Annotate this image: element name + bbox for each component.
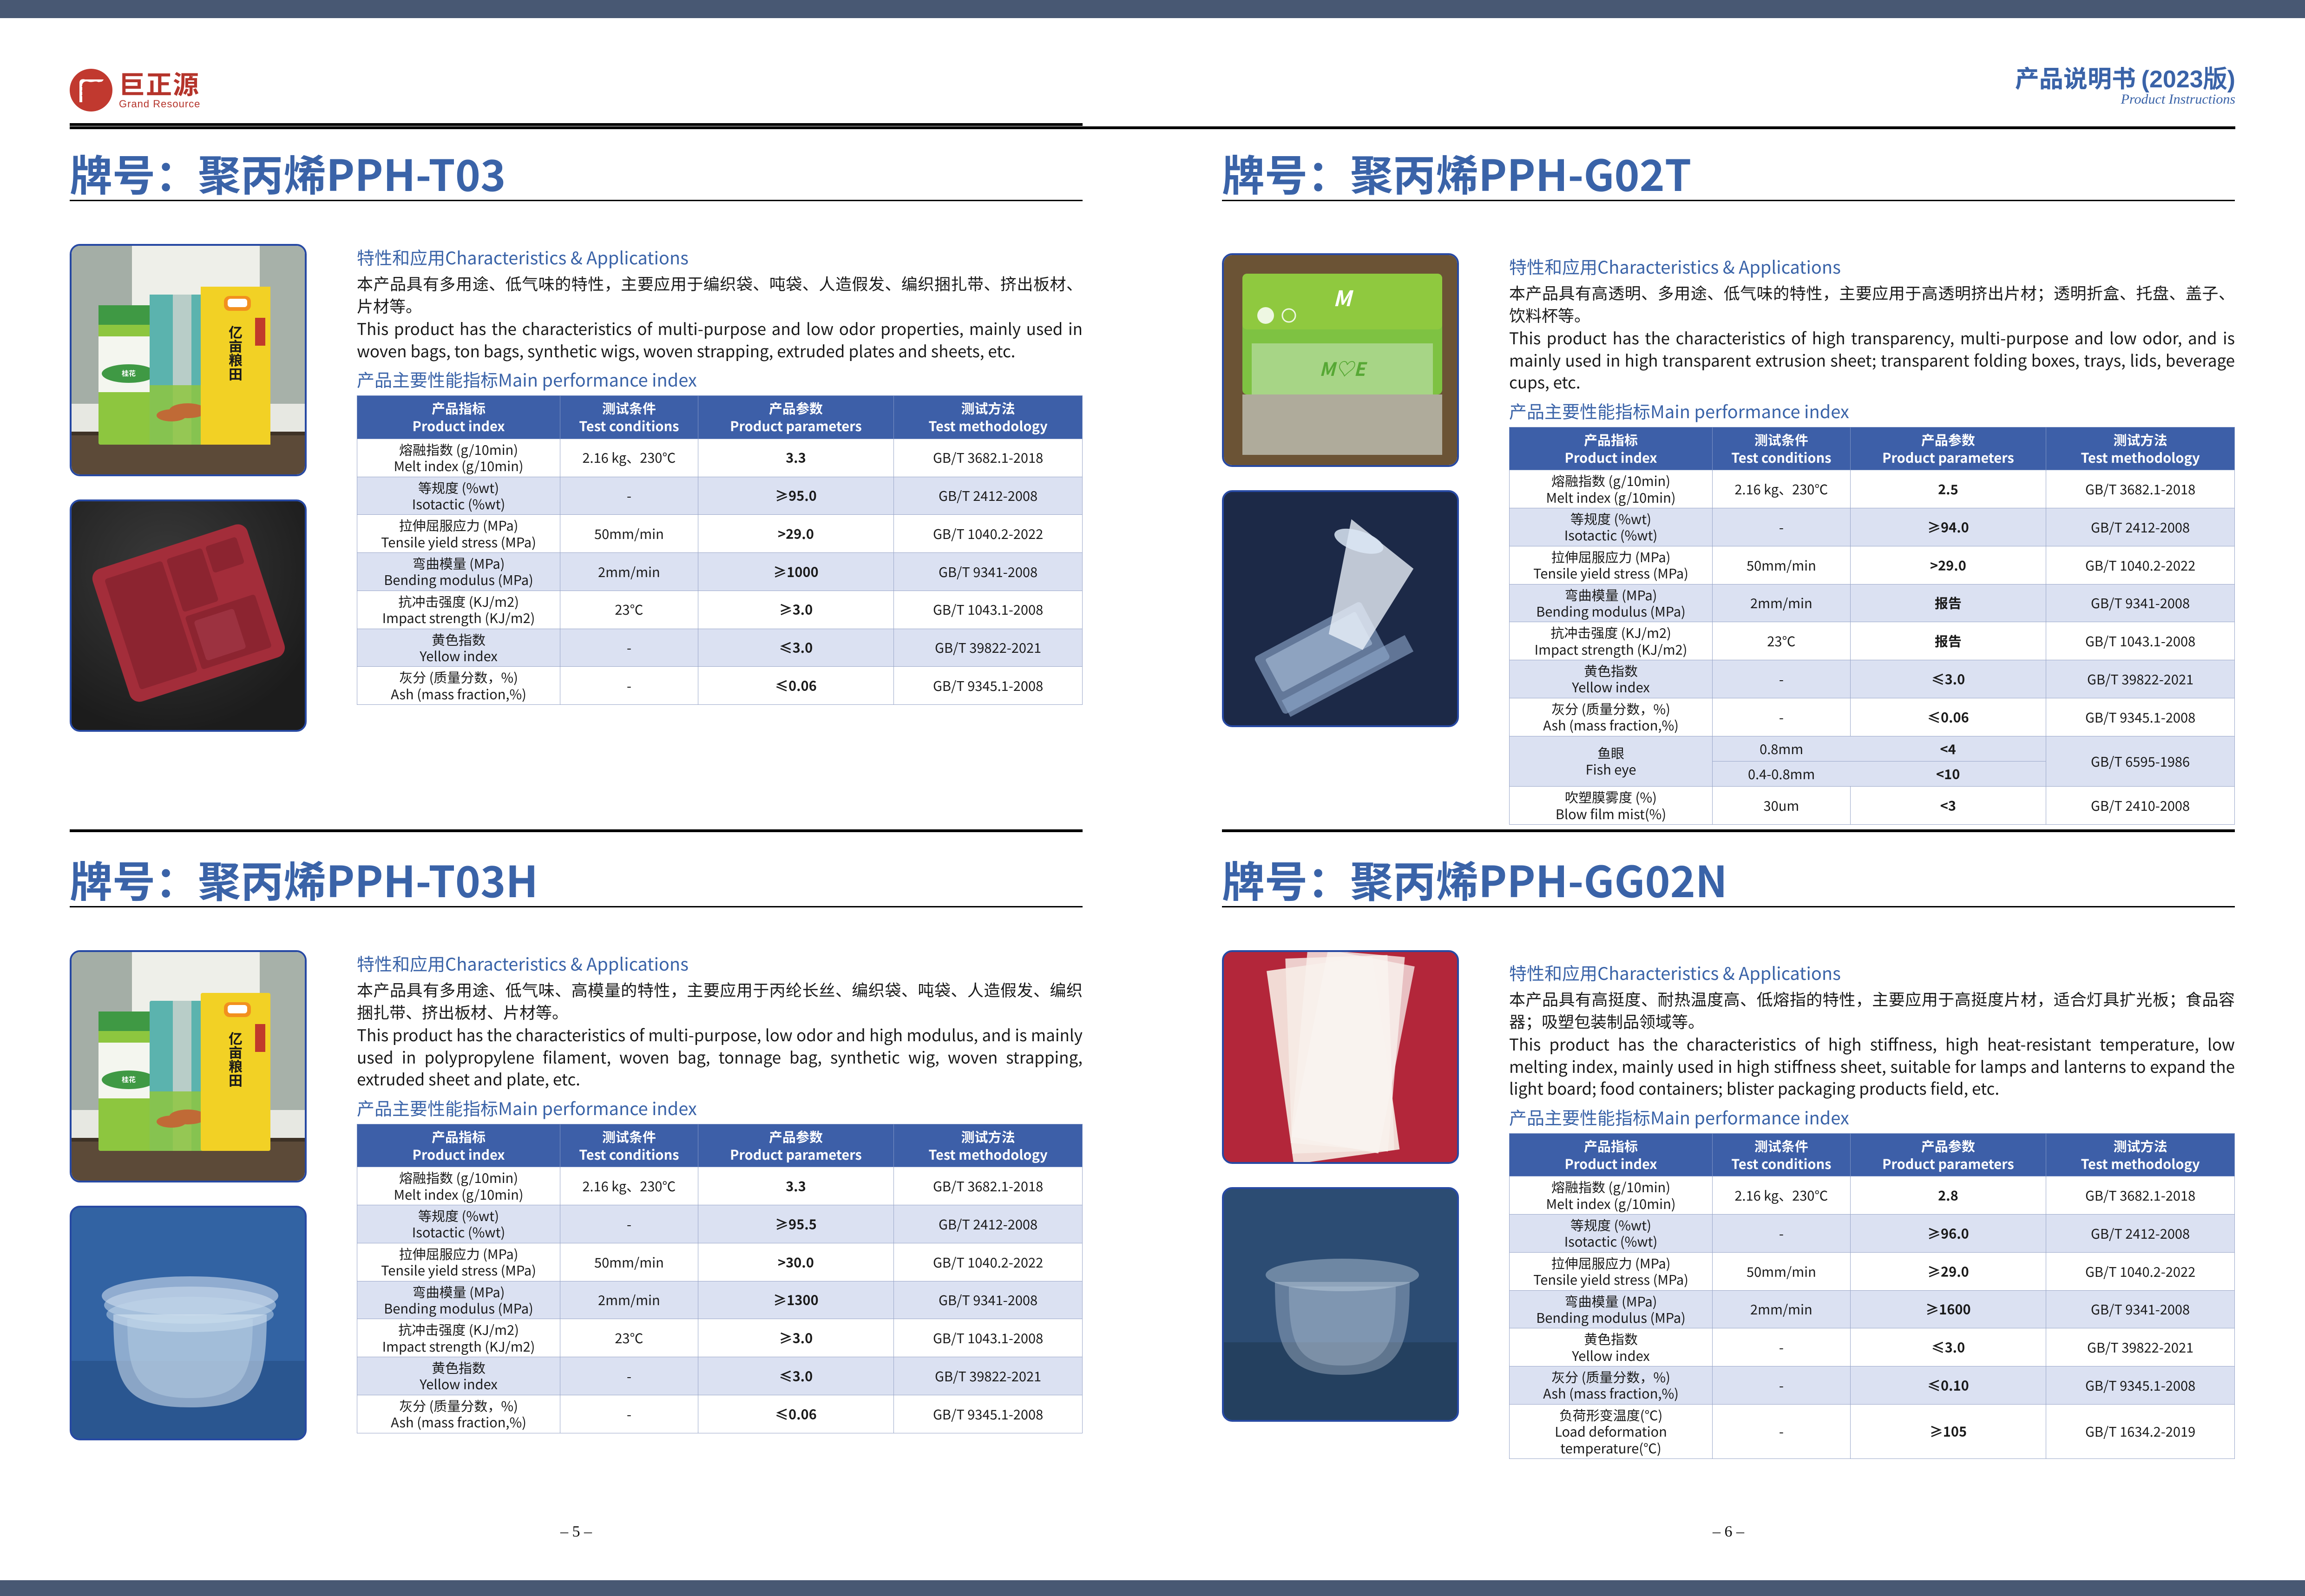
svg-text:桂花: 桂花 (122, 1075, 136, 1084)
svg-text:M♡E: M♡E (1320, 355, 1368, 381)
svg-text:桂花: 桂花 (122, 368, 136, 378)
svg-text:亿亩粮田: 亿亩粮田 (225, 1031, 246, 1087)
svg-text:M: M (1333, 282, 1353, 313)
svg-text:亿亩粮田: 亿亩粮田 (225, 325, 246, 381)
